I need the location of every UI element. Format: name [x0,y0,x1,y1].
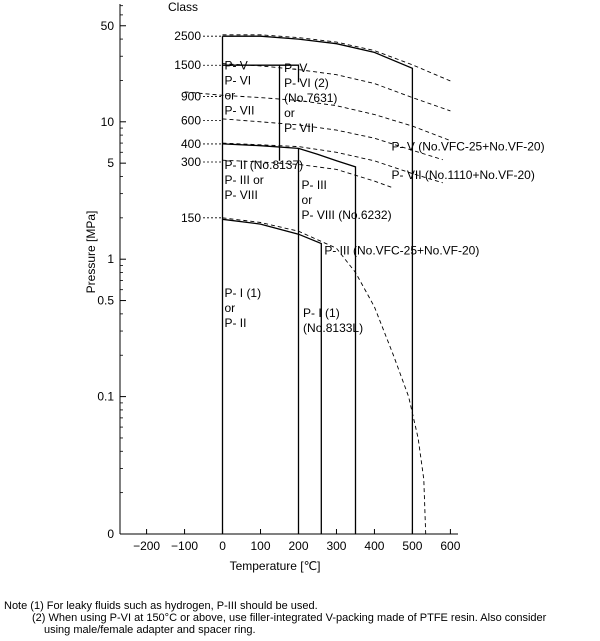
class-tick-label: 1500 [174,58,201,72]
rating-limit-line [222,35,414,534]
class-rating-dashed-curve [222,118,443,161]
footnote-2-continued: using male/female adapter and spacer rin… [44,624,256,636]
region-label-line: or [284,106,295,120]
region-label-line: P- VI (2) [284,76,329,90]
x-tick-label: 100 [251,539,271,553]
region-label: P- II (No.8137)P- III orP- VIII [224,158,303,202]
y-tick-label: 1 [107,252,114,266]
rating-limit-line [222,64,300,83]
region-label-line: P- VII (No.1110+No.VF-20) [392,168,535,182]
footnote-2: (2) When using P-VI at 150°C or above, u… [32,612,547,624]
class-rating-dashed-curve [222,159,394,189]
y-tick-label: 0 [107,527,114,541]
region-label-line: or [224,301,235,315]
region-label-line: or [224,89,235,103]
x-tick-label: −100 [171,539,198,553]
region-label-line: P- I (1) [303,306,340,320]
x-tick-label: 200 [288,539,308,553]
y-tick-label: 5 [107,156,114,170]
x-axis-title: Temperature [℃] [230,559,321,573]
region-label-line: P- III or [224,173,263,187]
class-rating-dashed-curve [222,142,443,184]
footnotes: Note (1) For leaky fluids such as hydrog… [4,600,598,636]
x-tick-label: 600 [440,539,460,553]
y-tick-label: 10 [101,115,115,129]
region-label: P- VII (No.1110+No.VF-20) [392,168,535,182]
class-scale-header: Class [168,0,198,14]
x-tick-label: 500 [402,539,422,553]
x-tick-label: 300 [326,539,346,553]
class-tick-label: 300 [181,155,201,169]
class-tick-label: 900 [181,89,201,103]
class-rating-dashed-curve [184,91,451,142]
class-rating-dashed-curve [222,63,451,112]
region-label-line: (No.7631) [284,91,337,105]
region-label-line: P- VII [284,121,314,135]
region-label: P- I (1)(No.8133L) [303,306,363,335]
region-label-line: or [302,193,313,207]
region-label-line: P- VIII (No.6232) [302,208,392,222]
region-label-line: P- III (No.VFC-25+No.VF-20) [324,244,479,258]
region-label-line: P- VIII [224,188,257,202]
region-label-line: P- II (No.8137) [224,158,303,172]
class-tick-label: 400 [181,137,201,151]
region-label-line: P- I (1) [224,286,261,300]
y-axis-title: Pressure [MPa] [84,211,98,294]
x-tick-label: 0 [219,539,226,553]
region-label: P- III (No.VFC-25+No.VF-20) [324,244,479,258]
region-label: P- VP- VI (2)(No.7631)orP- VII [284,61,337,135]
class-tick-label: 600 [181,114,201,128]
axes: −200 −100 0 100 200 300 400 500 600 50 10 5 1 0.5 0.1 0… [97,0,460,553]
class-rating-dashed-curve [222,34,451,82]
y-tick-label: 0.1 [97,390,114,404]
rating-curves [184,34,451,535]
region-label-line: P- V [284,61,307,75]
footnote-1: Note (1) For leaky fluids such as hydrog… [4,600,318,612]
region-label-line: (No.8133L) [303,321,363,335]
x-tick-label: 400 [364,539,384,553]
region-label-line: P- V (No.VFC-25+No.VF-20) [392,139,545,153]
region-label-line: P- VI [224,74,251,88]
region-label-line: P- V [224,59,247,73]
region-label-line: P- II [224,316,246,330]
rating-limit-line [222,218,322,534]
x-tick-label: −200 [133,539,160,553]
region-label: P- I (1)orP- II [224,286,261,330]
y-tick-label: 50 [101,19,115,33]
region-label-line: P- VII [224,104,254,118]
rating-limit-line [222,143,357,534]
class-rating-dashed-curve [222,217,427,535]
pressure-temperature-chart: −200 −100 0 100 200 300 400 500 600 50 10 5 1 0.5 0.1 0… [84,0,545,573]
class-tick-label: 2500 [174,29,201,43]
y-tick-label: 0.5 [97,294,114,308]
class-tick-label: 150 [181,211,201,225]
region-label-line: P- III [302,178,327,192]
region-label: P- V (No.VFC-25+No.VF-20) [392,139,545,153]
